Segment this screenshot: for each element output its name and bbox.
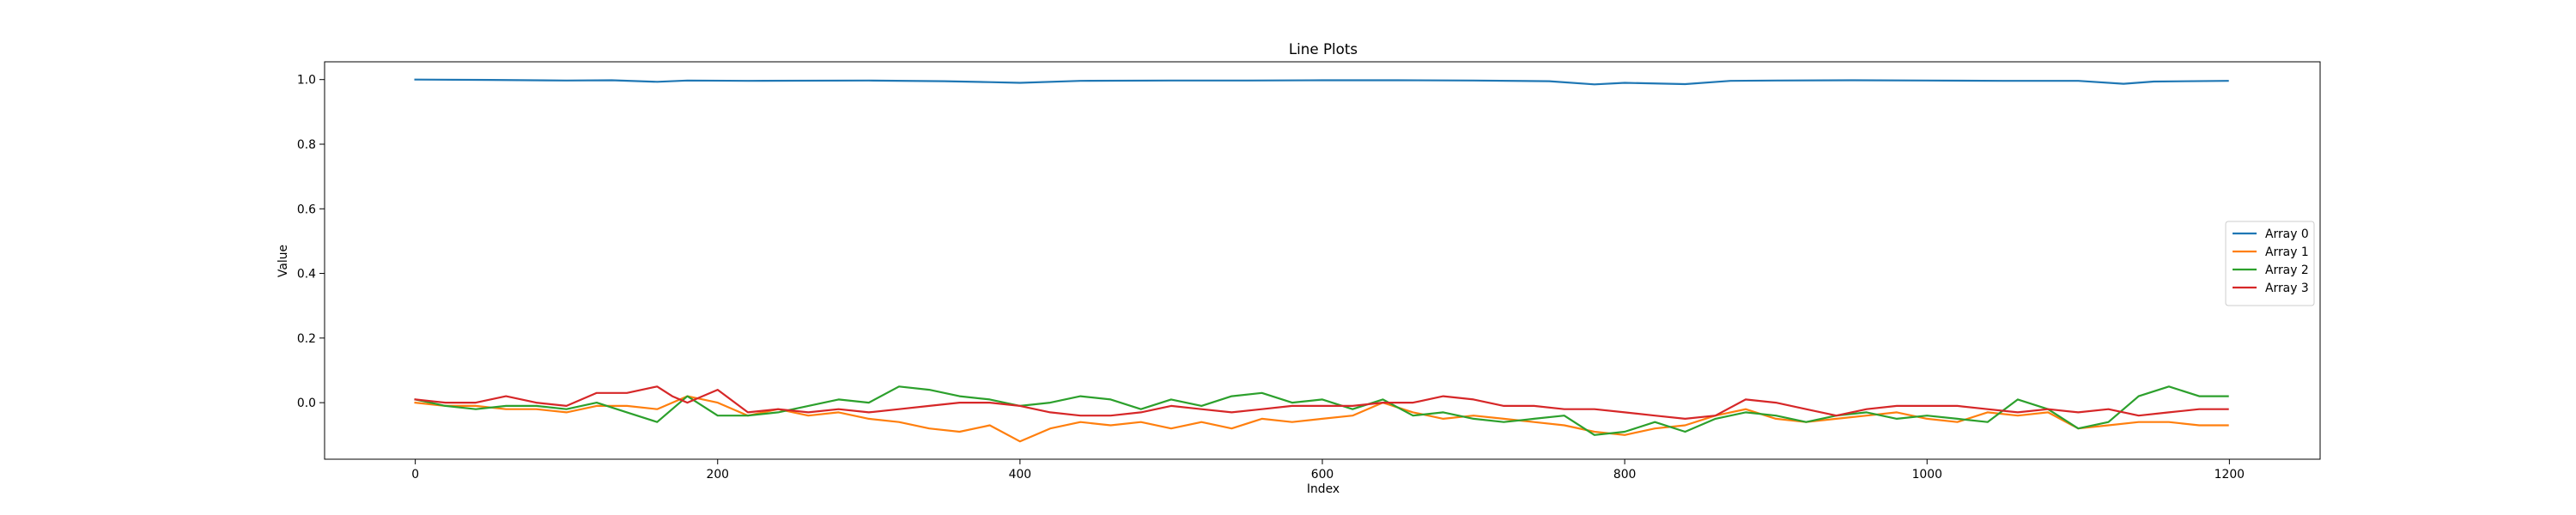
series-line-1 xyxy=(414,395,2229,443)
x-axis: 0 200 400 600 800 1000 1200 xyxy=(411,459,2245,482)
legend-label-2: Array 2 xyxy=(2265,264,2309,277)
legend: Array 0 Array 1 Array 2 Array 3 xyxy=(2225,221,2315,306)
x-tick-label: 600 xyxy=(1311,468,1334,482)
x-axis-label: Index xyxy=(1307,482,1340,496)
series-line-2 xyxy=(414,385,2229,436)
series-lines xyxy=(414,78,2229,443)
legend-label-1: Array 1 xyxy=(2265,245,2309,259)
legend-box xyxy=(2225,221,2315,306)
y-tick-label: 0.2 xyxy=(297,332,316,346)
x-tick-label: 1000 xyxy=(1912,468,1942,482)
y-tick-label: 0.8 xyxy=(297,138,316,152)
legend-label-0: Array 0 xyxy=(2265,227,2309,241)
chart-title: Line Plots xyxy=(1289,40,1358,58)
series-line-3 xyxy=(414,385,2229,420)
y-tick-label: 0.4 xyxy=(297,268,316,282)
x-tick-label: 800 xyxy=(1613,468,1637,482)
x-tick-label: 1200 xyxy=(2215,468,2245,482)
y-tick-label: 0.0 xyxy=(297,397,316,410)
series-line-0 xyxy=(414,78,2229,86)
x-tick-label: 400 xyxy=(1009,468,1032,482)
y-tick-label: 1.0 xyxy=(297,74,316,88)
legend-label-3: Array 3 xyxy=(2265,282,2309,295)
y-tick-label: 0.6 xyxy=(297,203,316,216)
y-axis-label: Value xyxy=(276,245,290,277)
x-tick-label: 200 xyxy=(706,468,729,482)
x-tick-label: 0 xyxy=(411,468,419,482)
y-axis: 0.0 0.2 0.4 0.6 0.8 1.0 xyxy=(297,74,325,410)
